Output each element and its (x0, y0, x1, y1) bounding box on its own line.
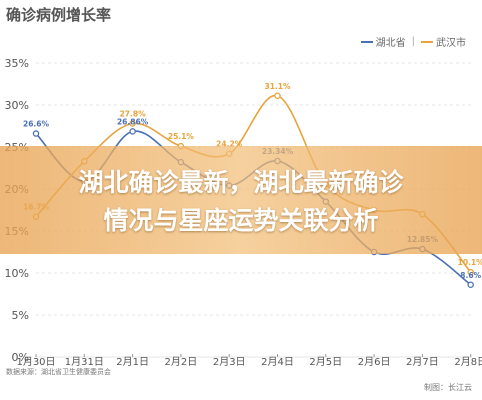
legend-divider: | (411, 36, 415, 47)
data-label: 26.6% (23, 120, 50, 129)
overlay-banner-text: 湖北确诊最新，湖北最新确诊 情况与星座运势关联分析 (0, 164, 482, 240)
data-source-note: 数据来源：湖北省卫生健康委员会 (6, 368, 111, 376)
x-tick-label: 2月1日 (116, 356, 149, 368)
y-tick-label: 0% (12, 351, 29, 364)
data-label: 25.1% (168, 132, 195, 141)
data-label: 27.8% (120, 109, 147, 118)
legend-label-hubei: 湖北省 (375, 38, 406, 49)
x-axis-ticks: 1月30日 1月31日 2月1日 2月2日 2月3日 2月4日 2月5日 2月6日 2月7日 2月… (16, 354, 482, 368)
data-point[interactable] (467, 268, 474, 276)
legend-label-wuhan: 武汉市 (436, 38, 466, 49)
x-tick-label: 1月30日 (16, 356, 55, 368)
legend-item-hubei[interactable]: 湖北省 (360, 34, 406, 49)
x-tick-label: 2月8日 (454, 356, 482, 368)
banner-headline-line1: 湖北确诊最新，湖北最新确诊 (78, 168, 404, 197)
data-point[interactable] (129, 128, 136, 135)
legend-item-wuhan[interactable]: 武汉市 (421, 34, 466, 49)
data-point[interactable] (467, 281, 474, 289)
data-label: 31.1% (264, 82, 291, 91)
data-label: 8.6% (460, 271, 481, 280)
chart-legend: 湖北省 | 武汉市 (360, 34, 466, 49)
x-tick-label: 2月5日 (309, 356, 342, 368)
data-point[interactable] (274, 92, 281, 100)
y-tick-label: 5% (12, 309, 29, 322)
legend-line-hubei-icon (360, 40, 373, 43)
x-tick-label: 1月31日 (65, 356, 104, 368)
y-tick-label: 10% (5, 267, 29, 280)
x-tick-label: 2月2日 (165, 356, 198, 368)
y-tick-label: 35% (5, 57, 29, 70)
y-tick-label: 30% (5, 99, 29, 112)
banner-headline-line2: 情况与星座运势关联分析 (103, 206, 379, 235)
legend-line-wuhan-icon (421, 40, 433, 43)
data-label: 26.86% (117, 117, 149, 126)
x-tick-label: 2月4日 (261, 356, 294, 368)
overlay-banner (0, 146, 482, 254)
x-tick-label: 2月3日 (213, 356, 246, 368)
data-label: 10.1% (458, 258, 482, 267)
x-tick-label: 2月7日 (406, 356, 439, 368)
chart-credit: 制图：长江云 (424, 383, 472, 392)
chart-title: 确诊病例增长率 (6, 6, 112, 24)
x-tick-label: 2月6日 (358, 356, 391, 368)
data-point[interactable] (129, 120, 136, 127)
data-point[interactable] (32, 130, 40, 137)
data-label: 24.2% (216, 140, 243, 149)
